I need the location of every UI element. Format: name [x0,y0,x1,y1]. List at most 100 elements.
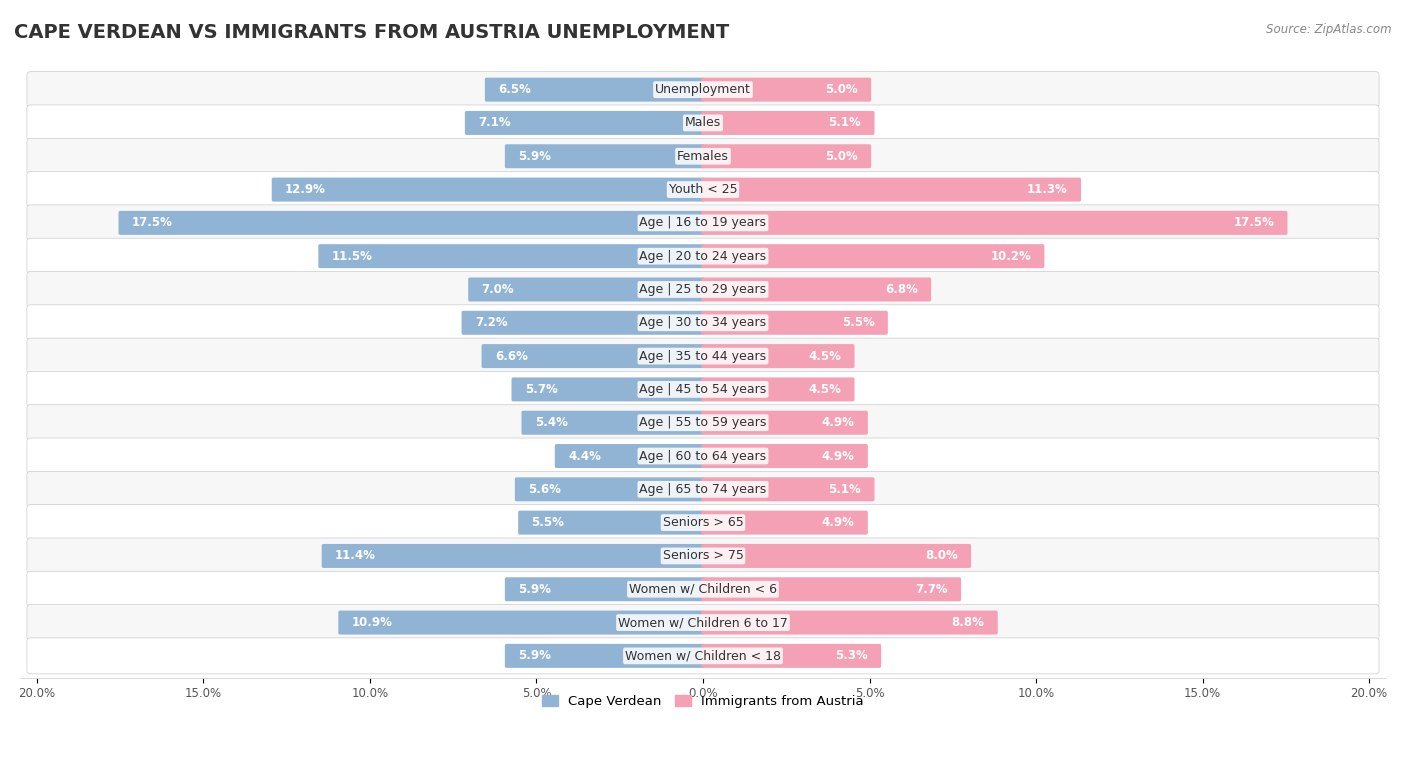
FancyBboxPatch shape [481,344,704,368]
FancyBboxPatch shape [118,211,704,235]
Text: 5.0%: 5.0% [825,83,858,96]
FancyBboxPatch shape [702,245,1045,268]
Text: Males: Males [685,117,721,129]
FancyBboxPatch shape [702,378,855,401]
Text: Age | 25 to 29 years: Age | 25 to 29 years [640,283,766,296]
FancyBboxPatch shape [27,372,1379,407]
Text: 5.9%: 5.9% [519,583,551,596]
Text: Age | 20 to 24 years: Age | 20 to 24 years [640,250,766,263]
Text: 4.5%: 4.5% [808,350,841,363]
FancyBboxPatch shape [27,405,1379,441]
FancyBboxPatch shape [702,111,875,135]
Text: 8.8%: 8.8% [952,616,984,629]
FancyBboxPatch shape [27,338,1379,374]
Text: Women w/ Children < 6: Women w/ Children < 6 [628,583,778,596]
Text: 5.9%: 5.9% [519,150,551,163]
FancyBboxPatch shape [522,411,704,435]
Text: Females: Females [678,150,728,163]
Text: 5.3%: 5.3% [835,650,868,662]
FancyBboxPatch shape [27,272,1379,307]
Text: Source: ZipAtlas.com: Source: ZipAtlas.com [1267,23,1392,36]
Text: 10.9%: 10.9% [352,616,392,629]
Text: Women w/ Children < 18: Women w/ Children < 18 [626,650,780,662]
FancyBboxPatch shape [702,178,1081,201]
Text: 8.0%: 8.0% [925,550,957,562]
Text: 5.1%: 5.1% [828,117,862,129]
FancyBboxPatch shape [27,238,1379,274]
FancyBboxPatch shape [461,311,704,335]
FancyBboxPatch shape [27,505,1379,540]
FancyBboxPatch shape [27,572,1379,607]
Text: 4.4%: 4.4% [568,450,600,463]
Text: 7.2%: 7.2% [475,316,508,329]
FancyBboxPatch shape [27,538,1379,574]
Text: CAPE VERDEAN VS IMMIGRANTS FROM AUSTRIA UNEMPLOYMENT: CAPE VERDEAN VS IMMIGRANTS FROM AUSTRIA … [14,23,730,42]
Text: 17.5%: 17.5% [132,217,173,229]
FancyBboxPatch shape [485,78,704,101]
FancyBboxPatch shape [465,111,704,135]
FancyBboxPatch shape [702,444,868,468]
FancyBboxPatch shape [27,305,1379,341]
Text: 4.9%: 4.9% [821,416,855,429]
FancyBboxPatch shape [702,544,972,568]
FancyBboxPatch shape [27,438,1379,474]
Text: Age | 16 to 19 years: Age | 16 to 19 years [640,217,766,229]
Text: 5.7%: 5.7% [524,383,558,396]
FancyBboxPatch shape [702,211,1288,235]
FancyBboxPatch shape [27,72,1379,107]
Text: 6.5%: 6.5% [498,83,531,96]
FancyBboxPatch shape [702,78,872,101]
FancyBboxPatch shape [468,278,704,301]
Text: 6.6%: 6.6% [495,350,527,363]
Text: 5.1%: 5.1% [828,483,862,496]
Text: 4.9%: 4.9% [821,450,855,463]
Text: 4.9%: 4.9% [821,516,855,529]
FancyBboxPatch shape [702,611,998,634]
FancyBboxPatch shape [505,644,704,668]
FancyBboxPatch shape [505,578,704,601]
Text: Age | 65 to 74 years: Age | 65 to 74 years [640,483,766,496]
Text: Age | 55 to 59 years: Age | 55 to 59 years [640,416,766,429]
Text: 12.9%: 12.9% [285,183,326,196]
Text: 6.8%: 6.8% [884,283,918,296]
Text: 17.5%: 17.5% [1233,217,1274,229]
FancyBboxPatch shape [702,278,931,301]
Text: Unemployment: Unemployment [655,83,751,96]
Text: Age | 35 to 44 years: Age | 35 to 44 years [640,350,766,363]
FancyBboxPatch shape [339,611,704,634]
FancyBboxPatch shape [702,511,868,534]
Text: 5.9%: 5.9% [519,650,551,662]
Text: Seniors > 65: Seniors > 65 [662,516,744,529]
FancyBboxPatch shape [271,178,704,201]
Text: 5.6%: 5.6% [529,483,561,496]
Text: 11.5%: 11.5% [332,250,373,263]
Text: Youth < 25: Youth < 25 [669,183,737,196]
Text: 4.5%: 4.5% [808,383,841,396]
Text: Age | 60 to 64 years: Age | 60 to 64 years [640,450,766,463]
FancyBboxPatch shape [505,145,704,168]
FancyBboxPatch shape [702,478,875,501]
FancyBboxPatch shape [27,205,1379,241]
Text: 5.5%: 5.5% [842,316,875,329]
Text: 5.5%: 5.5% [531,516,564,529]
FancyBboxPatch shape [702,578,962,601]
Text: 7.1%: 7.1% [478,117,510,129]
FancyBboxPatch shape [27,605,1379,640]
FancyBboxPatch shape [27,105,1379,141]
Legend: Cape Verdean, Immigrants from Austria: Cape Verdean, Immigrants from Austria [537,690,869,714]
Text: 7.7%: 7.7% [915,583,948,596]
Text: Women w/ Children 6 to 17: Women w/ Children 6 to 17 [619,616,787,629]
Text: 10.2%: 10.2% [990,250,1031,263]
FancyBboxPatch shape [702,311,887,335]
FancyBboxPatch shape [555,444,704,468]
FancyBboxPatch shape [27,472,1379,507]
FancyBboxPatch shape [318,245,704,268]
FancyBboxPatch shape [27,139,1379,174]
Text: 5.0%: 5.0% [825,150,858,163]
FancyBboxPatch shape [27,638,1379,674]
Text: 11.4%: 11.4% [335,550,375,562]
FancyBboxPatch shape [519,511,704,534]
Text: 11.3%: 11.3% [1026,183,1067,196]
FancyBboxPatch shape [515,478,704,501]
Text: Seniors > 75: Seniors > 75 [662,550,744,562]
